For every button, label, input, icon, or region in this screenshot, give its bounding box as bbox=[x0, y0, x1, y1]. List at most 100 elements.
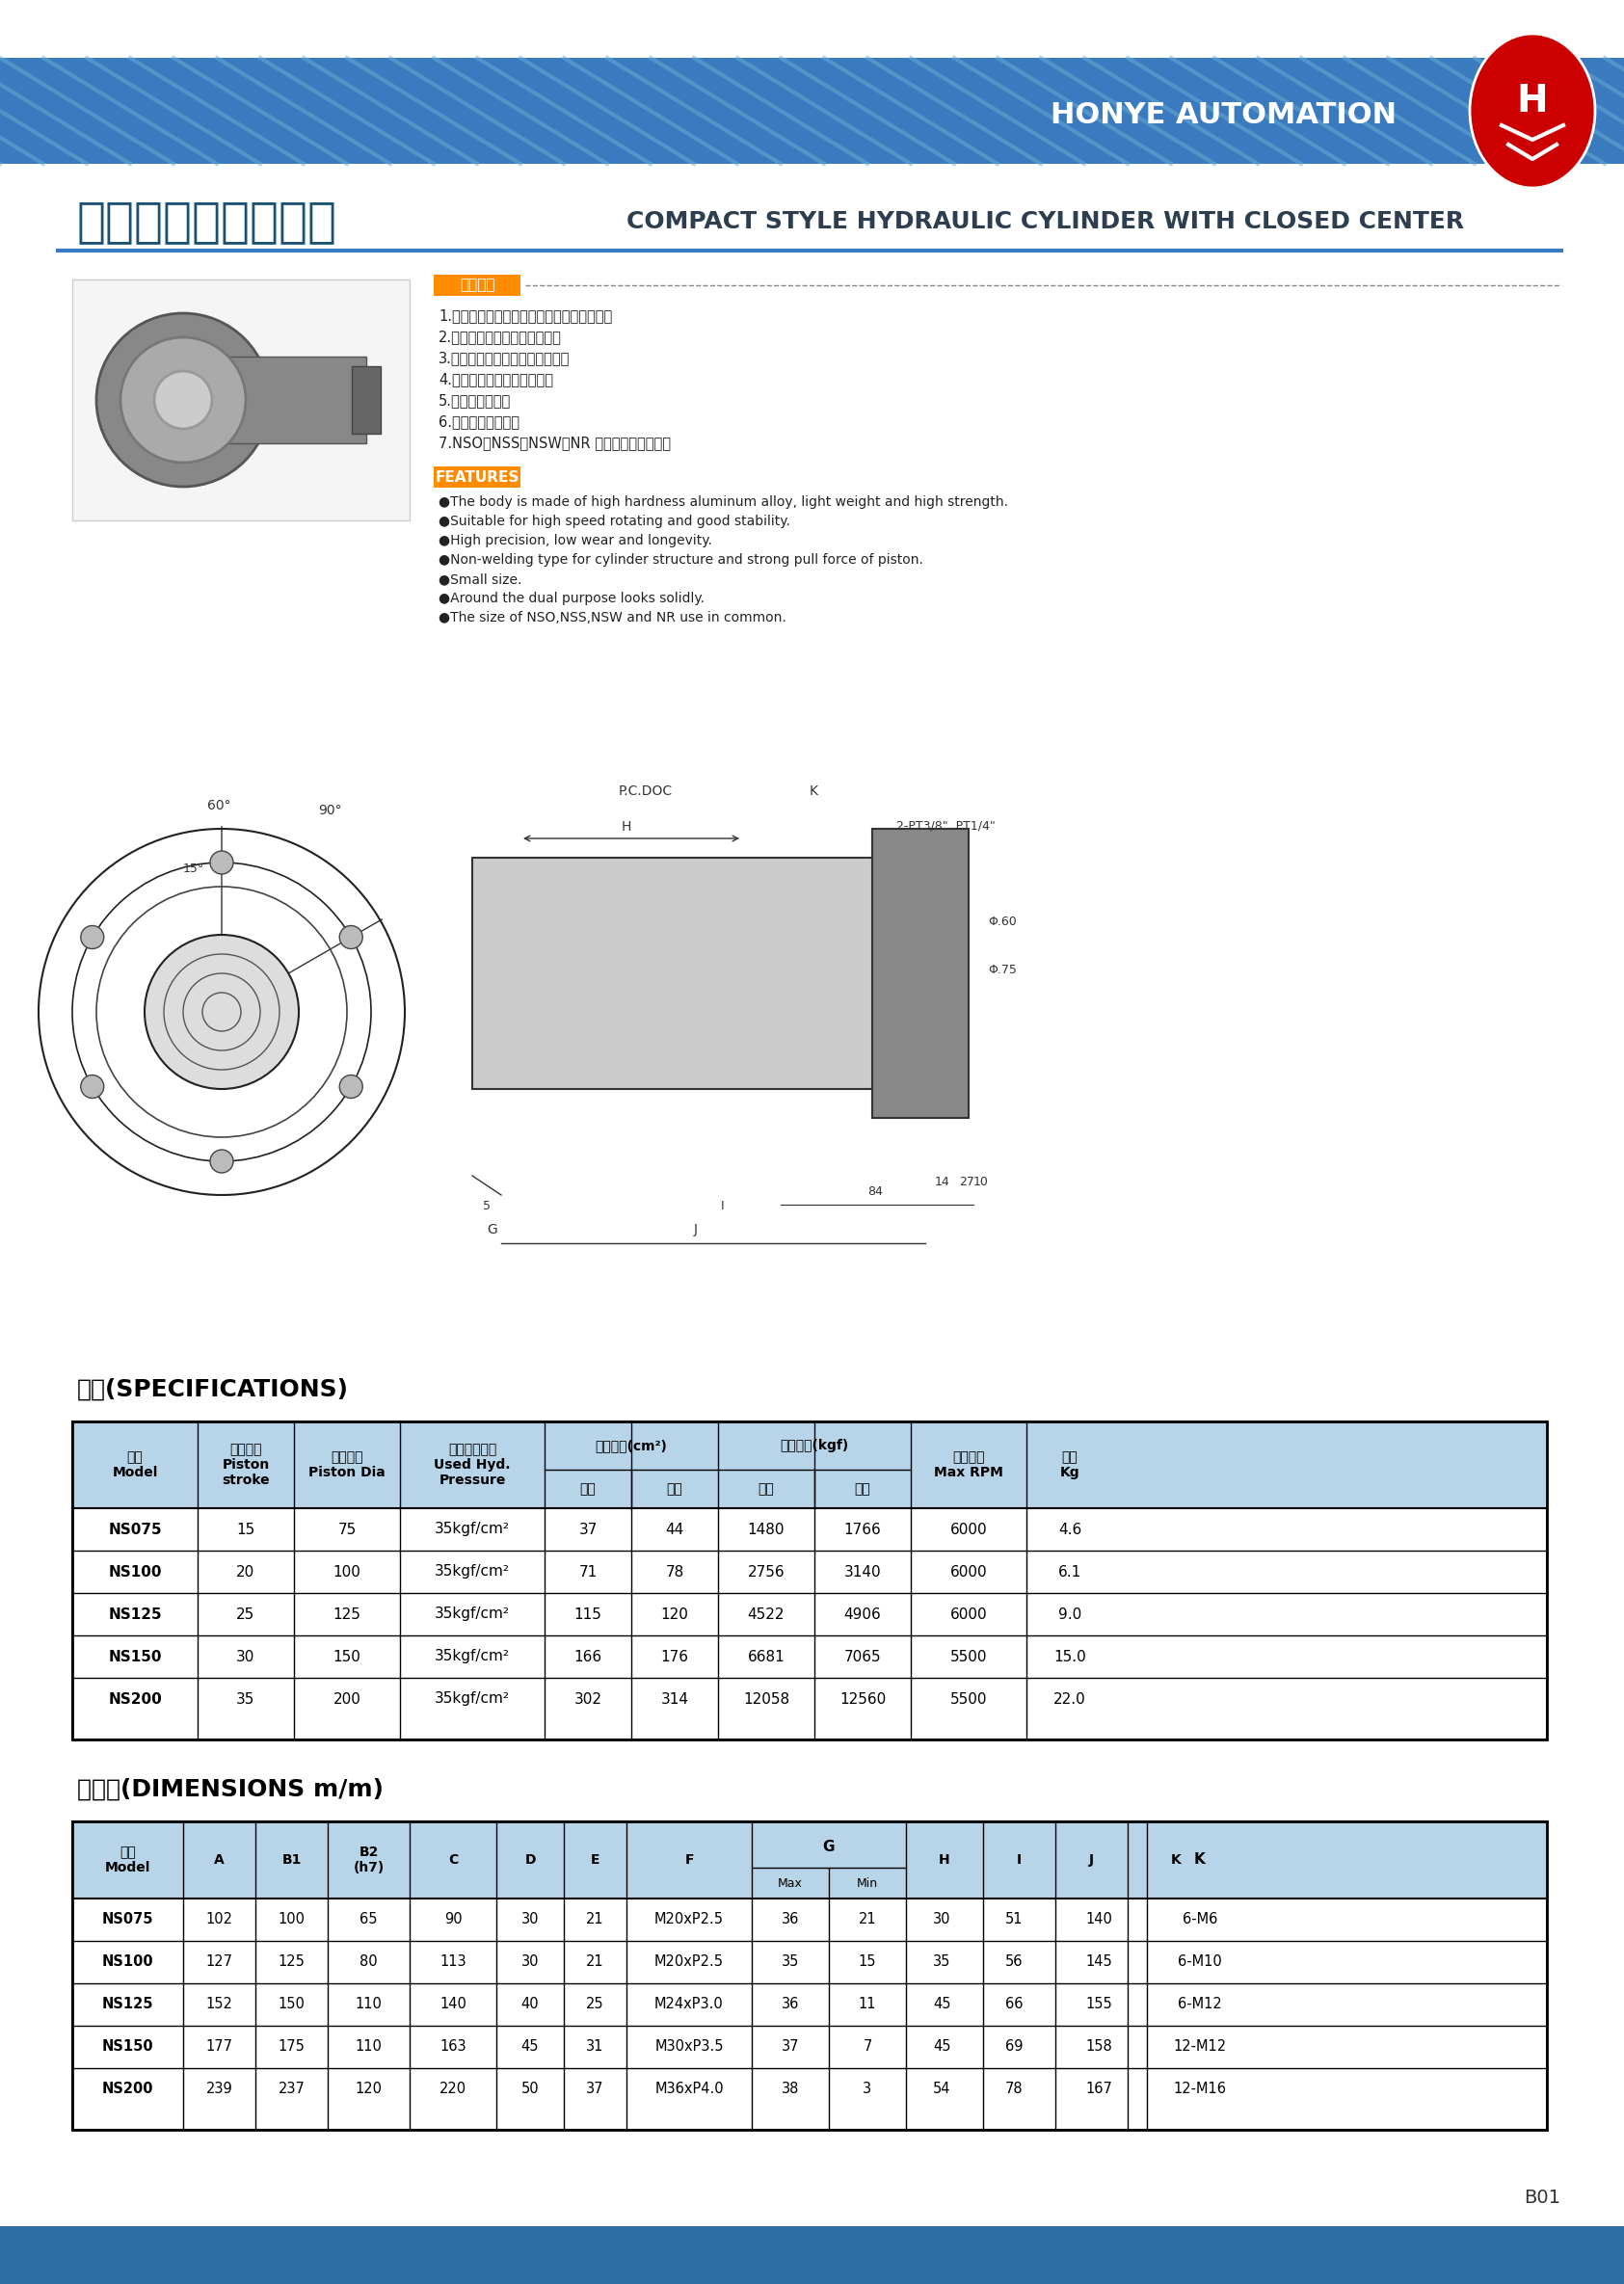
FancyBboxPatch shape bbox=[872, 829, 968, 1117]
Text: 型式
Model: 型式 Model bbox=[106, 1845, 151, 1875]
Text: 3140: 3140 bbox=[844, 1565, 882, 1578]
Text: 拉側: 拉側 bbox=[580, 1482, 596, 1496]
Text: 6.1: 6.1 bbox=[1059, 1565, 1082, 1578]
Text: 油壓超薄中實迴轉缸: 油壓超薄中實迴轉缸 bbox=[76, 199, 338, 244]
Text: 36: 36 bbox=[781, 1996, 799, 2012]
Text: 150: 150 bbox=[278, 1996, 305, 2012]
Text: 155: 155 bbox=[1085, 1996, 1112, 2012]
Text: 90: 90 bbox=[443, 1912, 461, 1928]
Text: 6000: 6000 bbox=[950, 1565, 987, 1578]
Text: 35kgf/cm²: 35kgf/cm² bbox=[435, 1608, 510, 1622]
Text: 5500: 5500 bbox=[950, 1649, 987, 1663]
Text: NS075: NS075 bbox=[109, 1521, 162, 1537]
Text: 21: 21 bbox=[586, 1912, 604, 1928]
Text: ●Non-welding type for cylinder structure and strong pull force of piston.: ●Non-welding type for cylinder structure… bbox=[438, 553, 922, 566]
Text: 重量
Kg: 重量 Kg bbox=[1060, 1450, 1080, 1480]
Text: F: F bbox=[685, 1852, 693, 1866]
Text: 12058: 12058 bbox=[744, 1692, 789, 1706]
FancyBboxPatch shape bbox=[73, 1820, 1548, 2129]
Text: 4522: 4522 bbox=[747, 1608, 784, 1622]
Text: 100: 100 bbox=[278, 1912, 305, 1928]
Text: 6681: 6681 bbox=[747, 1649, 784, 1663]
Text: 90°: 90° bbox=[318, 804, 341, 818]
Text: 25: 25 bbox=[237, 1608, 255, 1622]
Text: NS125: NS125 bbox=[109, 1608, 162, 1622]
Text: 15.0: 15.0 bbox=[1054, 1649, 1086, 1663]
Text: 145: 145 bbox=[1085, 1955, 1112, 1969]
Text: 120: 120 bbox=[661, 1608, 689, 1622]
Text: H: H bbox=[939, 1852, 950, 1866]
Text: 110: 110 bbox=[356, 1996, 382, 2012]
Text: 113: 113 bbox=[440, 1955, 466, 1969]
Text: 產品特色: 產品特色 bbox=[460, 279, 495, 292]
Text: 5: 5 bbox=[482, 1199, 490, 1213]
Text: M20xP2.5: M20xP2.5 bbox=[654, 1912, 724, 1928]
Text: NS075: NS075 bbox=[102, 1912, 154, 1928]
Text: 6000: 6000 bbox=[950, 1608, 987, 1622]
Text: 51: 51 bbox=[1005, 1912, 1023, 1928]
Text: M30xP3.5: M30xP3.5 bbox=[654, 2040, 724, 2053]
Text: ●High precision, low wear and longevity.: ●High precision, low wear and longevity. bbox=[438, 534, 713, 548]
Text: 84: 84 bbox=[867, 1185, 883, 1197]
Text: P.C.DOC: P.C.DOC bbox=[619, 783, 672, 797]
Text: ●Around the dual purpose looks solidly.: ●Around the dual purpose looks solidly. bbox=[438, 592, 705, 605]
FancyBboxPatch shape bbox=[73, 279, 409, 521]
Text: 30: 30 bbox=[521, 1912, 539, 1928]
Circle shape bbox=[96, 313, 270, 486]
Text: 30: 30 bbox=[521, 1955, 539, 1969]
Text: D: D bbox=[525, 1852, 536, 1866]
Text: C: C bbox=[448, 1852, 458, 1866]
Text: K: K bbox=[1171, 1852, 1181, 1866]
Text: 12-M12: 12-M12 bbox=[1174, 2040, 1226, 2053]
FancyBboxPatch shape bbox=[352, 365, 380, 434]
Text: 37: 37 bbox=[781, 2040, 799, 2053]
Text: 115: 115 bbox=[573, 1608, 603, 1622]
Text: 30: 30 bbox=[934, 1912, 952, 1928]
Text: 102: 102 bbox=[206, 1912, 232, 1928]
Circle shape bbox=[81, 1076, 104, 1099]
Text: Min: Min bbox=[857, 1877, 879, 1889]
Text: 71: 71 bbox=[578, 1565, 598, 1578]
Text: 44: 44 bbox=[666, 1521, 684, 1537]
Text: 35kgf/cm²: 35kgf/cm² bbox=[435, 1649, 510, 1663]
Text: K: K bbox=[1194, 1852, 1205, 1868]
Text: 31: 31 bbox=[586, 2040, 604, 2053]
Text: 1766: 1766 bbox=[844, 1521, 882, 1537]
Text: 140: 140 bbox=[440, 1996, 466, 2012]
Text: 30: 30 bbox=[237, 1649, 255, 1663]
Text: 6-M10: 6-M10 bbox=[1177, 1955, 1221, 1969]
Text: 177: 177 bbox=[206, 2040, 232, 2053]
Text: 69: 69 bbox=[1005, 2040, 1023, 2053]
Text: FEATURES: FEATURES bbox=[435, 471, 520, 484]
Text: 38: 38 bbox=[781, 2083, 799, 2097]
Text: B2
(h7): B2 (h7) bbox=[352, 1845, 385, 1875]
Text: G: G bbox=[823, 1839, 835, 1855]
Text: 152: 152 bbox=[206, 1996, 232, 2012]
Text: 75: 75 bbox=[338, 1521, 356, 1537]
Text: 9.0: 9.0 bbox=[1059, 1608, 1082, 1622]
Text: 37: 37 bbox=[578, 1521, 598, 1537]
Text: 型式
Model: 型式 Model bbox=[112, 1450, 158, 1480]
Text: 66: 66 bbox=[1005, 1996, 1023, 2012]
Text: H: H bbox=[622, 820, 632, 834]
Text: 20: 20 bbox=[237, 1565, 255, 1578]
Text: 使用油壓壓力
Used Hyd.
Pressure: 使用油壓壓力 Used Hyd. Pressure bbox=[434, 1443, 510, 1487]
Text: 最高轉速
Max RPM: 最高轉速 Max RPM bbox=[934, 1450, 1004, 1480]
FancyBboxPatch shape bbox=[473, 859, 877, 1089]
Text: 15°: 15° bbox=[184, 863, 205, 875]
Circle shape bbox=[209, 852, 234, 875]
Text: J: J bbox=[693, 1222, 698, 1236]
Text: NS100: NS100 bbox=[102, 1955, 154, 1969]
Circle shape bbox=[154, 370, 213, 429]
Text: K: K bbox=[810, 783, 818, 797]
Text: 2.適用於高速迴轉，穩定性佳。: 2.適用於高速迴轉，穩定性佳。 bbox=[438, 329, 562, 345]
Text: 5500: 5500 bbox=[950, 1692, 987, 1706]
Text: 3.精度高，磨耗少，使用壽命長。: 3.精度高，磨耗少，使用壽命長。 bbox=[438, 352, 570, 365]
Text: 40: 40 bbox=[521, 1996, 539, 2012]
Text: 35kgf/cm²: 35kgf/cm² bbox=[435, 1565, 510, 1578]
Circle shape bbox=[339, 1076, 362, 1099]
Text: 27: 27 bbox=[960, 1176, 974, 1188]
Text: B01: B01 bbox=[1523, 2188, 1561, 2206]
Text: ●Suitable for high speed rotating and good stability.: ●Suitable for high speed rotating and go… bbox=[438, 514, 791, 528]
Text: 2-PT3/8"  PT1/4": 2-PT3/8" PT1/4" bbox=[896, 820, 996, 831]
